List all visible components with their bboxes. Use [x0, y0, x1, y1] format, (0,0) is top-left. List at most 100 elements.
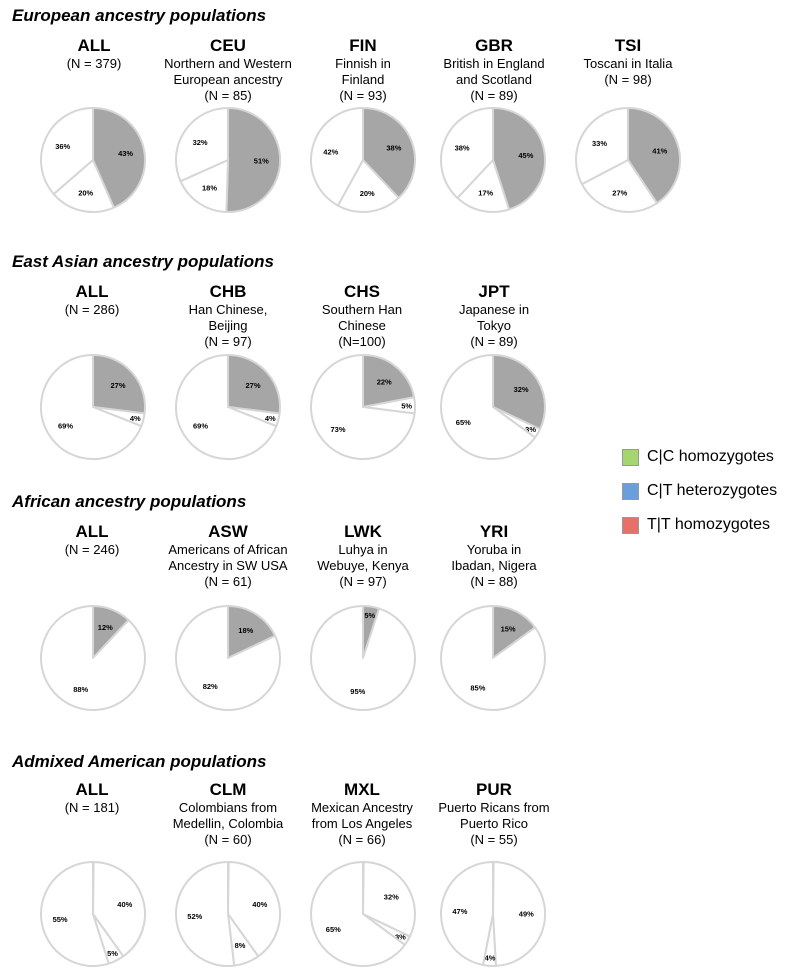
population-description: British in England and Scotland: [443, 56, 545, 87]
population-code: ALL: [75, 780, 109, 799]
population-n: (N = 89): [470, 88, 518, 103]
pie-label-1-0-2: 69%: [58, 422, 73, 431]
pie-slice-3-2-3: [310, 861, 406, 967]
pie-label-3-1-1: 40%: [252, 900, 267, 909]
pie-label-1-1-0: 27%: [245, 381, 260, 390]
pie-slice-3-1-3: [174, 861, 236, 967]
pie-slice-0-0-0: [92, 107, 146, 209]
population-n: (N = 88): [470, 574, 518, 589]
pie-label-3-2-2: 3%: [395, 933, 406, 942]
pie-label-1-2-2: 73%: [330, 425, 345, 434]
panel-afr-all: ALL (N = 246): [22, 522, 162, 558]
pie-label-2-0-1: 88%: [73, 685, 88, 694]
population-description: Han Chinese, Beijing: [188, 302, 268, 333]
pie-label-3-1-2: 8%: [235, 941, 246, 950]
pie-slice-1-3-2: [440, 354, 537, 460]
pie-label-0-1-2: 32%: [193, 138, 208, 147]
pie-slice-3-0-1: [92, 861, 146, 958]
pie-label-0-4-1: 27%: [612, 188, 627, 197]
pie-label-3-2-1: 32%: [384, 893, 399, 902]
panel-eas-all: ALL (N = 286): [22, 282, 162, 318]
pie-slice-2-2-1: [310, 605, 416, 711]
panel-eur-gbr: GBR British in England and Scotland (N =…: [424, 36, 564, 104]
population-code: MXL: [344, 780, 380, 799]
panel-eas-chs: CHS Southern Han Chinese (N=100): [292, 282, 432, 350]
pie-slice-0-1-1: [179, 159, 229, 213]
population-n: (N = 66): [338, 832, 386, 847]
pie-slice-0-3-2: [440, 107, 494, 199]
pie-label-2-0-0: 12%: [98, 623, 113, 632]
pie-label-3-3-2: 4%: [485, 954, 496, 963]
pie-label-3-0-3: 55%: [53, 915, 68, 924]
population-description: Japanese in Tokyo: [458, 302, 530, 333]
pie-slice-3-3-2: [481, 913, 497, 968]
pie-label-1-3-1: 3%: [525, 425, 536, 434]
pie-slice-3-2-0: [362, 860, 365, 915]
population-description: Finnish in Finland: [335, 56, 391, 87]
pie-slice-1-0-2: [40, 354, 143, 460]
panel-amr-mxl: MXL Mexican Ancestry from Los Angeles (N…: [292, 780, 432, 848]
pie-slice-1-3-1: [492, 406, 542, 439]
population-code: PUR: [476, 780, 512, 799]
pie-slice-0-1-0: [225, 106, 282, 213]
pie-label-1-3-2: 65%: [456, 418, 471, 427]
pie-label-3-1-3: 52%: [187, 912, 202, 921]
population-description: Yoruba in Ibadan, Nigera: [451, 542, 537, 573]
pie-slice-2-0-1: [40, 605, 147, 711]
pie-slice-0-3-1: [456, 159, 511, 213]
panel-afr-yri: YRI Yoruba in Ibadan, Nigera (N = 88): [424, 522, 564, 590]
population-code: GBR: [475, 36, 513, 55]
pie-slice-2-3-0: [492, 605, 537, 659]
pie-label-2-1-1: 82%: [203, 682, 218, 691]
population-description: Southern Han Chinese: [321, 302, 403, 333]
population-n: (N = 93): [339, 88, 387, 103]
population-code: ALL: [75, 282, 109, 301]
pie-slice-3-0-2: [92, 913, 125, 965]
population-code: CHB: [209, 282, 247, 301]
pie-slice-1-0-1: [92, 406, 146, 428]
legend-item-tt: T|T homozygotes: [622, 508, 777, 542]
population-n: (N = 97): [339, 574, 387, 589]
population-description: Mexican Ancestry from Los Angeles: [311, 800, 413, 831]
pie-label-0-1-0: 51%: [254, 157, 269, 166]
pie-label-3-3-1: 49%: [519, 909, 534, 918]
population-code: CHS: [344, 282, 380, 301]
population-n: (N = 55): [470, 832, 518, 847]
pie-slice-3-3-0: [492, 860, 495, 915]
legend-swatch-cc: [622, 448, 639, 466]
legend-swatch-ct: [622, 482, 639, 500]
pie-slice-2-2-0: [362, 605, 381, 659]
pie-slice-0-2-2: [310, 107, 364, 207]
pie-slice-3-0-0: [92, 860, 95, 915]
pie-label-1-2-1: 5%: [401, 402, 412, 411]
population-n: (N=100): [338, 334, 386, 349]
population-code: TSI: [614, 36, 642, 55]
population-description: Luhya in Webuye, Kenya: [317, 542, 409, 573]
pie-slice-0-2-0: [362, 107, 416, 199]
legend-label-cc: C|C homozygotes: [647, 448, 774, 465]
pie-slice-0-4-0: [627, 107, 681, 205]
pie-slice-1-3-0: [492, 354, 546, 431]
legend-swatch-tt: [622, 516, 639, 534]
pie-slice-0-3-0: [492, 107, 546, 211]
pie-slice-1-1-0: [227, 354, 281, 415]
pie-label-0-2-2: 42%: [323, 148, 338, 157]
pie-slice-1-1-2: [175, 354, 278, 460]
pie-slice-3-2-2: [362, 913, 411, 946]
pie-slice-2-1-1: [175, 605, 281, 711]
pie-slice-3-3-1: [492, 861, 547, 967]
pie-slice-3-3-3: [440, 861, 494, 967]
pie-label-0-0-1: 20%: [78, 189, 93, 198]
pie-label-0-0-2: 36%: [55, 142, 70, 151]
pie-label-1-2-0: 22%: [377, 377, 392, 386]
pie-label-0-4-2: 33%: [592, 139, 607, 148]
population-n: (N = 98): [604, 72, 652, 87]
pie-slice-1-2-2: [310, 354, 416, 460]
population-n: (N = 379): [66, 56, 122, 71]
pie-slice-1-2-0: [362, 354, 416, 408]
pie-label-3-3-3: 47%: [452, 907, 467, 916]
pie-slice-3-2-1: [362, 861, 416, 938]
pie-label-2-3-0: 15%: [501, 624, 516, 633]
pie-slice-1-0-0: [92, 354, 146, 415]
pie-label-1-0-1: 4%: [130, 414, 141, 423]
